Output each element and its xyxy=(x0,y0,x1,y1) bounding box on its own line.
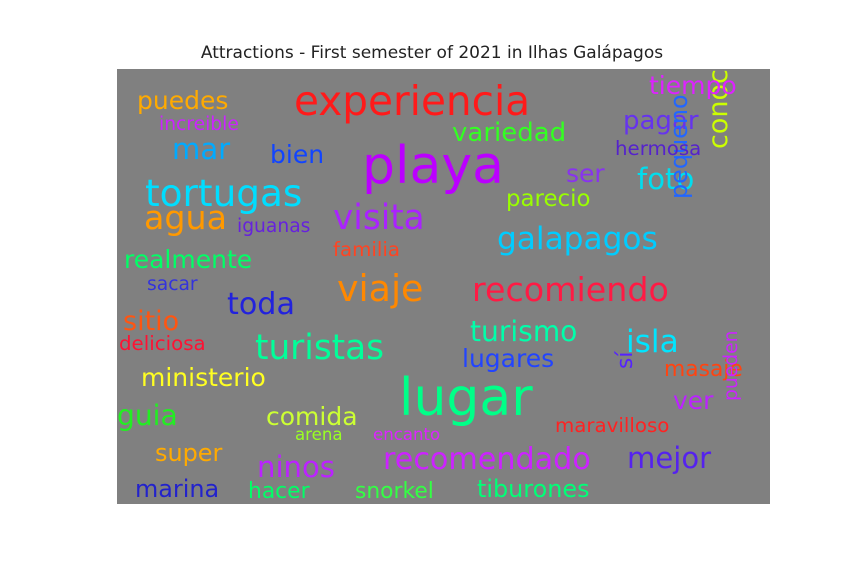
word-experiencia: experiencia xyxy=(294,77,530,125)
word-deliciosa: deliciosa xyxy=(119,332,206,355)
word-realmente: realmente xyxy=(124,245,252,274)
word-hacer: hacer xyxy=(248,479,310,504)
word-sacar: sacar xyxy=(147,274,198,295)
word-pequeno: pequeno xyxy=(665,94,693,199)
word-ministerio: ministerio xyxy=(141,363,266,392)
word-galapagos: galapagos xyxy=(497,221,658,257)
word-foto: foto xyxy=(637,162,694,196)
word-group: playa lugar experiencia tortugas viaje visita… xyxy=(117,69,743,504)
word-sitio: sitio xyxy=(123,306,179,337)
word-guia: guia xyxy=(117,399,178,432)
word-mar: mar xyxy=(172,132,230,166)
word-playa: playa xyxy=(362,136,504,196)
word-familia: familia xyxy=(333,238,400,261)
word-ninos: ninos xyxy=(257,450,335,484)
word-maravilloso: maravilloso xyxy=(555,414,669,437)
word-toda: toda xyxy=(227,287,295,322)
word-conocer: conocer xyxy=(703,69,734,149)
cloud-background xyxy=(117,69,770,504)
word-encanto: encanto xyxy=(373,425,440,444)
word-cloud: playa lugar experiencia tortugas viaje visita… xyxy=(117,69,770,504)
word-ser: ser xyxy=(566,159,605,188)
word-pueden: pueden xyxy=(721,331,742,401)
word-super: super xyxy=(155,439,222,467)
word-isla: isla xyxy=(626,324,679,360)
word-increible: increible xyxy=(159,114,239,135)
word-comida: comida xyxy=(266,402,358,431)
word-recomiendo: recomiendo xyxy=(472,270,669,309)
word-hermosa: hermosa xyxy=(615,137,701,160)
word-turistas: turistas xyxy=(255,328,384,368)
word-tiburones: tiburones xyxy=(477,475,590,503)
word-variedad: variedad xyxy=(452,118,566,148)
word-snorkel: snorkel xyxy=(355,479,434,504)
word-agua: agua xyxy=(144,198,227,237)
word-visita: visita xyxy=(333,198,425,238)
word-viaje: viaje xyxy=(337,267,423,310)
word-lugares: lugares xyxy=(462,344,554,373)
word-bien: bien xyxy=(270,140,324,169)
word-tiempo: tiempo xyxy=(649,71,737,100)
word-lugar: lugar xyxy=(399,368,533,428)
word-mejor: mejor xyxy=(627,441,711,475)
word-sí: sí xyxy=(613,351,638,369)
word-pagar: pagar xyxy=(623,106,699,136)
word-recomendado: recomendado xyxy=(383,442,591,477)
word-ver: ver xyxy=(673,386,714,415)
word-parecio: parecio xyxy=(506,186,591,212)
word-arena: arena xyxy=(295,425,343,444)
word-tortugas: tortugas xyxy=(145,171,302,215)
word-iguanas: iguanas xyxy=(237,216,310,237)
chart-title: Attractions - First semester of 2021 in … xyxy=(200,43,664,63)
word-turismo: turismo xyxy=(470,315,577,348)
word-marina: marina xyxy=(135,475,219,503)
word-masaje: masaje xyxy=(664,357,743,382)
word-puedes: puedes xyxy=(137,86,228,115)
